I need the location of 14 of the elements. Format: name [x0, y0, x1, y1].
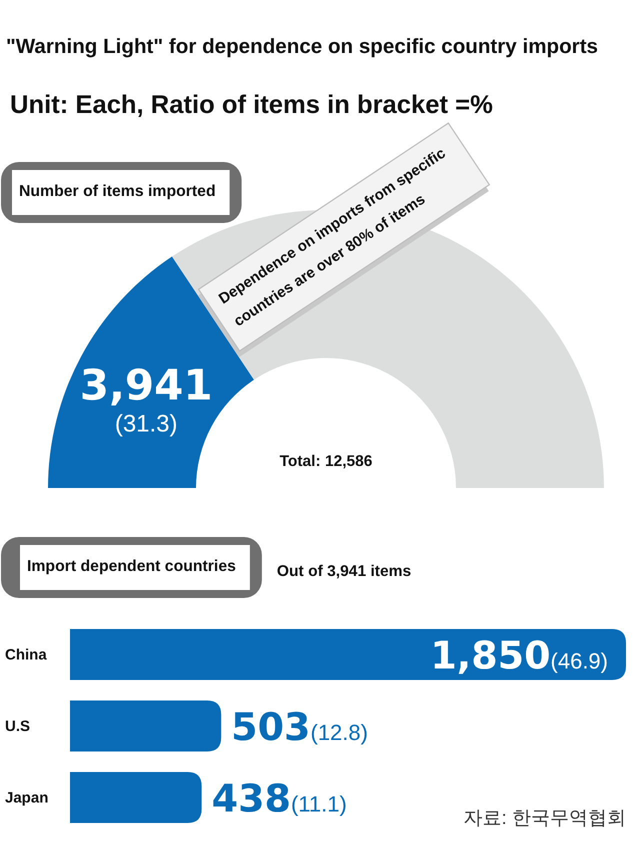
data-label: 438(11.1) — [212, 776, 347, 820]
data-label: 503(12.8) — [231, 705, 368, 749]
chart-title: Import dependent countries — [27, 558, 236, 575]
y-tick-label: U.S — [5, 718, 30, 735]
text: "Warning Light" for dependence on specific country imports — [6, 35, 598, 58]
data-label: 1,850(46.9) — [430, 634, 608, 678]
annotation: 자료: 한국무역협회 — [463, 808, 626, 829]
data-label: 3,941 (31.3) — [80, 360, 213, 438]
text: Unit: Each, Ratio of items in bracket =% — [10, 91, 494, 119]
text: Total: 12,586 — [280, 453, 373, 470]
chart-subtitle: Out of 3,941 items — [276, 563, 412, 580]
y-tick-label: China — [5, 646, 48, 664]
chart-title: Number of items imported — [19, 183, 216, 200]
y-tick-label: Japan — [5, 790, 48, 806]
